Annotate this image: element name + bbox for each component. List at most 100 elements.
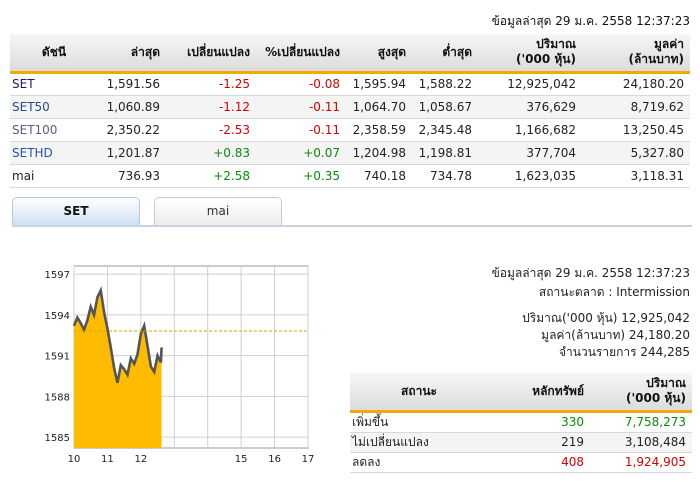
table-row[interactable]: SETHD 1,201.87 +0.83 +0.07 1,204.98 1,19… <box>10 141 690 165</box>
advance-decline-header: สถานะ หลักทรัพย์ ปริมาณ ('000 หุ้น) <box>350 373 692 413</box>
index-low: 1,058.67 <box>412 95 478 119</box>
table-row[interactable]: mai 736.93 +2.58 +0.35 740.18 734.78 1,6… <box>10 164 690 188</box>
index-last: 736.93 <box>98 164 166 188</box>
col-pct-change: %เปลี่ยนแปลง <box>256 34 346 74</box>
table-row[interactable]: SET 1,591.56 -1.25 -0.08 1,595.94 1,588.… <box>10 72 690 96</box>
status-count: 219 <box>488 432 590 453</box>
col-value: มูลค่า (ล้านบาท) <box>582 34 690 74</box>
x-tick-label: 11 <box>101 454 114 465</box>
table-row: เพิ่มขึ้น 330 7,758,273 <box>350 411 692 433</box>
col-volume-unit: ('000 หุ้น) <box>626 391 686 406</box>
index-name[interactable]: SET <box>10 72 98 96</box>
index-line <box>72 286 163 384</box>
y-tick-label: 1594 <box>45 311 70 322</box>
col-volume: ปริมาณ ('000 หุ้น) <box>478 34 582 74</box>
index-high: 2,358.59 <box>346 118 412 142</box>
market-tabs: SET mai <box>12 197 692 227</box>
index-last: 1,201.87 <box>98 141 166 165</box>
index-low: 2,345.48 <box>412 118 478 142</box>
index-volume: 1,623,035 <box>478 164 582 188</box>
status-volume: 1,924,905 <box>590 452 692 473</box>
index-change: +2.58 <box>166 164 256 188</box>
index-table-header: ดัชนี ล่าสุด เปลี่ยนแปลง %เปลี่ยนแปลง สู… <box>10 34 690 74</box>
y-tick-label: 1591 <box>45 352 70 363</box>
index-change: -1.12 <box>166 95 256 119</box>
index-table: ดัชนี ล่าสุด เปลี่ยนแปลง %เปลี่ยนแปลง สู… <box>10 34 690 188</box>
col-high: สูงสุด <box>346 34 412 74</box>
index-change: -2.53 <box>166 118 256 142</box>
col-value-label: มูลค่า <box>653 37 684 52</box>
col-volume-label: ปริมาณ <box>536 37 576 52</box>
index-last: 1,591.56 <box>98 72 166 96</box>
index-name[interactable]: SET50 <box>10 95 98 119</box>
status-label: เพิ่มขึ้น <box>350 411 488 433</box>
index-low: 1,198.81 <box>412 141 478 165</box>
index-volume: 376,629 <box>478 95 582 119</box>
col-low: ต่ำสุด <box>412 34 478 74</box>
index-intraday-chart: 1597 1594 1591 1588 1585 10 11 12 15 16 17 <box>45 265 315 465</box>
col-status: สถานะ <box>350 373 488 413</box>
index-value: 5,327.80 <box>582 141 690 165</box>
index-low: 1,588.22 <box>412 72 478 96</box>
market-status: สถานะตลาด : Intermission <box>538 285 690 299</box>
index-high: 740.18 <box>346 164 412 188</box>
index-name[interactable]: mai <box>10 164 98 188</box>
status-volume: 7,758,273 <box>590 411 692 433</box>
index-low: 734.78 <box>412 164 478 188</box>
status-count: 408 <box>488 452 590 473</box>
index-value: 8,719.62 <box>582 95 690 119</box>
total-volume: ปริมาณ('000 หุ้น) 12,925,042 <box>522 311 690 325</box>
index-volume: 377,704 <box>478 141 582 165</box>
tab-set[interactable]: SET <box>12 197 140 225</box>
index-pct-change: -0.08 <box>256 72 346 96</box>
index-name[interactable]: SET100 <box>10 118 98 142</box>
index-name[interactable]: SETHD <box>10 141 98 165</box>
total-value: มูลค่า(ล้านบาท) 24,180.20 <box>541 328 690 342</box>
table-row[interactable]: SET100 2,350.22 -2.53 -0.11 2,358.59 2,3… <box>10 118 690 142</box>
index-change: -1.25 <box>166 72 256 96</box>
status-label: ไม่เปลี่ยนแปลง <box>350 432 488 453</box>
y-tick-label: 1588 <box>45 392 70 403</box>
index-pct-change: +0.07 <box>256 141 346 165</box>
advance-decline-table: สถานะ หลักทรัพย์ ปริมาณ ('000 หุ้น) เพิ่… <box>350 373 692 473</box>
index-area-fill <box>74 290 162 448</box>
col-value-unit: (ล้านบาท) <box>628 52 684 67</box>
index-volume: 12,925,042 <box>478 72 582 96</box>
x-tick-label: 16 <box>268 454 281 465</box>
info-updated: ข้อมูลล่าสุด 29 ม.ค. 2558 12:37:23 <box>491 266 690 280</box>
col-index: ดัชนี <box>10 34 98 74</box>
index-value: 13,250.45 <box>582 118 690 142</box>
table-row: ไม่เปลี่ยนแปลง 219 3,108,484 <box>350 432 692 453</box>
index-high: 1,064.70 <box>346 95 412 119</box>
tab-divider <box>12 225 692 227</box>
index-value: 3,118.31 <box>582 164 690 188</box>
x-tick-label: 10 <box>68 454 81 465</box>
col-volume: ปริมาณ ('000 หุ้น) <box>590 373 692 413</box>
col-volume-label: ปริมาณ <box>646 376 686 391</box>
last-update-top: ข้อมูลล่าสุด 29 ม.ค. 2558 12:37:23 <box>491 14 690 28</box>
transaction-count: จำนวนรายการ 244,285 <box>558 345 690 359</box>
x-tick-label: 17 <box>302 454 315 465</box>
y-tick-label: 1585 <box>45 433 70 444</box>
status-volume: 3,108,484 <box>590 432 692 453</box>
index-high: 1,204.98 <box>346 141 412 165</box>
col-securities: หลักทรัพย์ <box>488 373 590 413</box>
x-tick-label: 12 <box>134 454 147 465</box>
col-last: ล่าสุด <box>98 34 166 74</box>
x-tick-label: 15 <box>235 454 248 465</box>
col-change: เปลี่ยนแปลง <box>166 34 256 74</box>
status-count: 330 <box>488 411 590 433</box>
index-pct-change: -0.11 <box>256 95 346 119</box>
col-volume-unit: ('000 หุ้น) <box>516 52 576 67</box>
table-row: ลดลง 408 1,924,905 <box>350 452 692 473</box>
index-value: 24,180.20 <box>582 72 690 96</box>
table-row[interactable]: SET50 1,060.89 -1.12 -0.11 1,064.70 1,05… <box>10 95 690 119</box>
index-change: +0.83 <box>166 141 256 165</box>
index-volume: 1,166,682 <box>478 118 582 142</box>
tab-mai[interactable]: mai <box>154 197 282 225</box>
index-pct-change: +0.35 <box>256 164 346 188</box>
y-tick-label: 1597 <box>45 270 70 281</box>
index-high: 1,595.94 <box>346 72 412 96</box>
index-last: 1,060.89 <box>98 95 166 119</box>
status-label: ลดลง <box>350 452 488 473</box>
